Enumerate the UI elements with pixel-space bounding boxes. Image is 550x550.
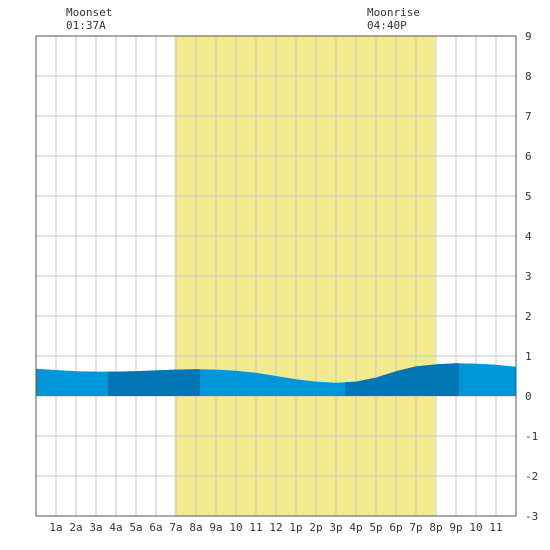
x-tick-label: 6p [389, 521, 402, 534]
x-tick-label: 2a [69, 521, 82, 534]
y-tick-label: 0 [525, 390, 532, 403]
y-tick-label: 8 [525, 70, 532, 83]
x-tick-label: 3p [329, 521, 342, 534]
y-tick-label: 2 [525, 310, 532, 323]
y-tick-label: 7 [525, 110, 532, 123]
plot-border [35, 35, 517, 517]
x-tick-label: 1p [289, 521, 302, 534]
moonset-time: 01:37A [66, 19, 106, 32]
x-tick-label: 8p [429, 521, 442, 534]
moonset-label: Moonset [66, 6, 113, 19]
x-tick-label: 6a [149, 521, 162, 534]
x-tick-label: 5p [369, 521, 382, 534]
moonrise-label: Moonrise [367, 6, 420, 19]
x-tick-label: 11 [249, 521, 262, 534]
moonrise-time: 04:40P [367, 19, 407, 32]
x-tick-label: 10 [469, 521, 482, 534]
x-tick-label: 1a [49, 521, 62, 534]
x-tick-label: 12 [269, 521, 282, 534]
x-tick-label: 2p [309, 521, 322, 534]
x-tick-label: 11 [489, 521, 502, 534]
y-tick-label: 5 [525, 190, 532, 203]
y-tick-label: -1 [525, 430, 538, 443]
x-tick-label: 3a [89, 521, 102, 534]
x-tick-label: 7a [169, 521, 182, 534]
y-tick-label: 4 [525, 230, 532, 243]
x-tick-label: 7p [409, 521, 422, 534]
x-tick-label: 8a [189, 521, 202, 534]
x-tick-label: 9p [449, 521, 462, 534]
y-tick-label: 3 [525, 270, 532, 283]
y-tick-label: -3 [525, 510, 538, 523]
x-tick-label: 5a [129, 521, 142, 534]
y-tick-label: 9 [525, 30, 532, 43]
x-tick-label: 4p [349, 521, 362, 534]
y-tick-label: -2 [525, 470, 538, 483]
x-tick-label: 9a [209, 521, 222, 534]
x-tick-label: 10 [229, 521, 242, 534]
y-tick-label: 1 [525, 350, 532, 363]
y-tick-label: 6 [525, 150, 532, 163]
x-tick-label: 4a [109, 521, 122, 534]
